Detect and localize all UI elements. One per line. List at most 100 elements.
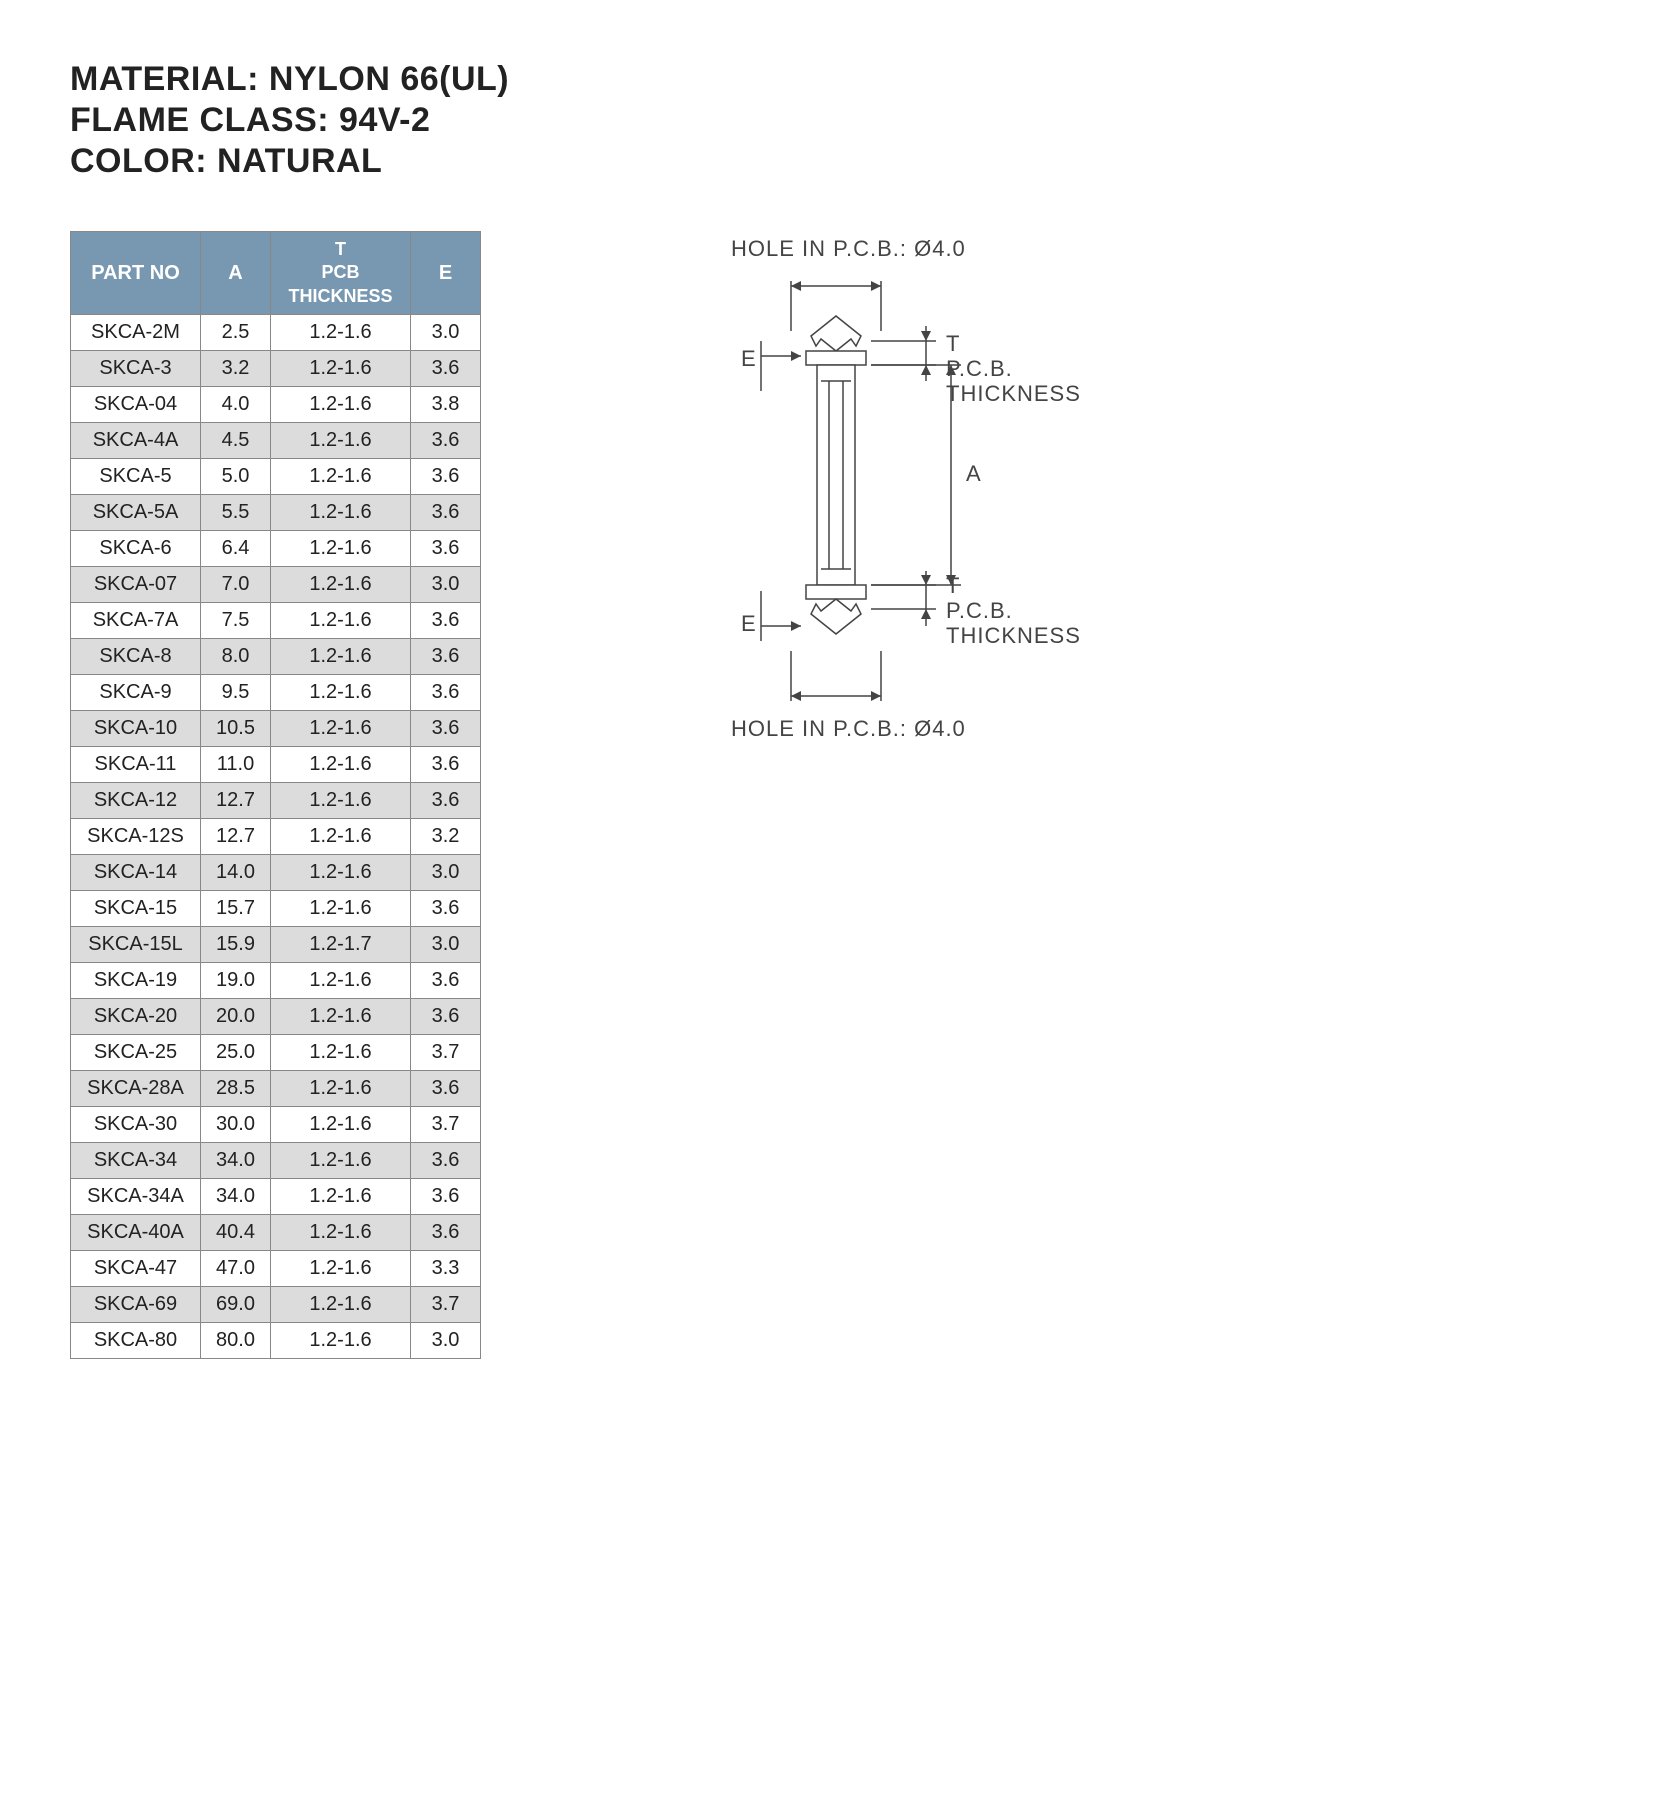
svg-text:A: A [966,461,982,486]
svg-text:P.C.B.: P.C.B. [946,598,1013,623]
table-cell: 3.6 [411,1071,481,1107]
table-cell: 1.2-1.6 [271,711,411,747]
table-cell: 20.0 [201,999,271,1035]
table-cell: 2.5 [201,315,271,351]
table-cell: SKCA-3 [71,351,201,387]
table-cell: 1.2-1.6 [271,531,411,567]
table-cell: 4.0 [201,387,271,423]
table-cell: 25.0 [201,1035,271,1071]
table-row: SKCA-2M2.51.2-1.63.0 [71,315,481,351]
table-cell: 3.6 [411,459,481,495]
table-cell: 1.2-1.6 [271,495,411,531]
table-row: SKCA-15L15.91.2-1.73.0 [71,927,481,963]
table-cell: 3.6 [411,963,481,999]
table-cell: 28.5 [201,1071,271,1107]
table-cell: 1.2-1.6 [271,963,411,999]
table-cell: 1.2-1.6 [271,1251,411,1287]
svg-text:E: E [741,346,757,371]
part-diagram: HOLE IN P.C.B.: Ø4.0 E E [701,231,1221,791]
table-cell: SKCA-4A [71,423,201,459]
table-cell: 5.5 [201,495,271,531]
table-cell: SKCA-15L [71,927,201,963]
table-cell: 3.2 [411,819,481,855]
table-cell: SKCA-19 [71,963,201,999]
table-row: SKCA-40A40.41.2-1.63.6 [71,1215,481,1251]
table-cell: 1.2-1.6 [271,351,411,387]
table-cell: SKCA-6 [71,531,201,567]
table-cell: SKCA-34 [71,1143,201,1179]
table-row: SKCA-5A5.51.2-1.63.6 [71,495,481,531]
table-row: SKCA-1111.01.2-1.63.6 [71,747,481,783]
col-part-no: PART NO [71,232,201,315]
table-cell: 3.2 [201,351,271,387]
svg-text:E: E [741,611,757,636]
table-row: SKCA-33.21.2-1.63.6 [71,351,481,387]
table-cell: 3.0 [411,567,481,603]
table-row: SKCA-34A34.01.2-1.63.6 [71,1179,481,1215]
table-cell: 14.0 [201,855,271,891]
table-cell: 19.0 [201,963,271,999]
flame-class-line: FLAME CLASS: 94V-2 [70,101,1599,140]
spec-table: PART NO A T PCB THICKNESS E SKCA-2M2.51.… [70,231,481,1359]
table-cell: SKCA-7A [71,603,201,639]
table-cell: 80.0 [201,1323,271,1359]
table-cell: 1.2-1.6 [271,1071,411,1107]
table-cell: 3.6 [411,675,481,711]
svg-text:P.C.B.: P.C.B. [946,356,1013,381]
table-row: SKCA-3434.01.2-1.63.6 [71,1143,481,1179]
table-cell: 6.4 [201,531,271,567]
table-cell: 12.7 [201,819,271,855]
table-cell: 1.2-1.6 [271,603,411,639]
table-row: SKCA-077.01.2-1.63.0 [71,567,481,603]
table-cell: SKCA-2M [71,315,201,351]
table-cell: 1.2-1.6 [271,1143,411,1179]
table-row: SKCA-1919.01.2-1.63.6 [71,963,481,999]
table-cell: 1.2-1.6 [271,423,411,459]
table-cell: SKCA-28A [71,1071,201,1107]
material-header: MATERIAL: NYLON 66(UL) FLAME CLASS: 94V-… [70,60,1599,181]
table-cell: SKCA-34A [71,1179,201,1215]
table-row: SKCA-1414.01.2-1.63.0 [71,855,481,891]
svg-text:T: T [946,331,960,356]
col-e: E [411,232,481,315]
table-cell: SKCA-69 [71,1287,201,1323]
table-cell: 3.6 [411,351,481,387]
table-cell: SKCA-04 [71,387,201,423]
table-cell: 1.2-1.6 [271,855,411,891]
svg-text:THICKNESS: THICKNESS [946,623,1081,648]
table-cell: 40.4 [201,1215,271,1251]
table-row: SKCA-2020.01.2-1.63.6 [71,999,481,1035]
table-cell: SKCA-8 [71,639,201,675]
table-cell: 3.6 [411,1143,481,1179]
table-cell: 3.6 [411,639,481,675]
table-cell: 1.2-1.6 [271,1215,411,1251]
table-cell: SKCA-14 [71,855,201,891]
col-a: A [201,232,271,315]
table-cell: 3.7 [411,1287,481,1323]
material-line: MATERIAL: NYLON 66(UL) [70,60,1599,99]
table-cell: 3.8 [411,387,481,423]
table-cell: 8.0 [201,639,271,675]
table-cell: 1.2-1.6 [271,567,411,603]
table-cell: 12.7 [201,783,271,819]
table-cell: 11.0 [201,747,271,783]
table-cell: SKCA-30 [71,1107,201,1143]
table-cell: 1.2-1.6 [271,783,411,819]
table-row: SKCA-044.01.2-1.63.8 [71,387,481,423]
table-cell: 1.2-1.6 [271,1035,411,1071]
table-cell: SKCA-15 [71,891,201,927]
table-cell: SKCA-9 [71,675,201,711]
table-row: SKCA-1010.51.2-1.63.6 [71,711,481,747]
table-row: SKCA-4747.01.2-1.63.3 [71,1251,481,1287]
table-cell: 3.6 [411,783,481,819]
table-cell: SKCA-11 [71,747,201,783]
table-cell: 1.2-1.6 [271,639,411,675]
table-cell: 1.2-1.6 [271,315,411,351]
table-cell: 7.5 [201,603,271,639]
table-cell: SKCA-07 [71,567,201,603]
table-cell: 3.7 [411,1035,481,1071]
table-cell: 1.2-1.6 [271,1287,411,1323]
table-cell: SKCA-5A [71,495,201,531]
table-cell: 47.0 [201,1251,271,1287]
table-row: SKCA-55.01.2-1.63.6 [71,459,481,495]
